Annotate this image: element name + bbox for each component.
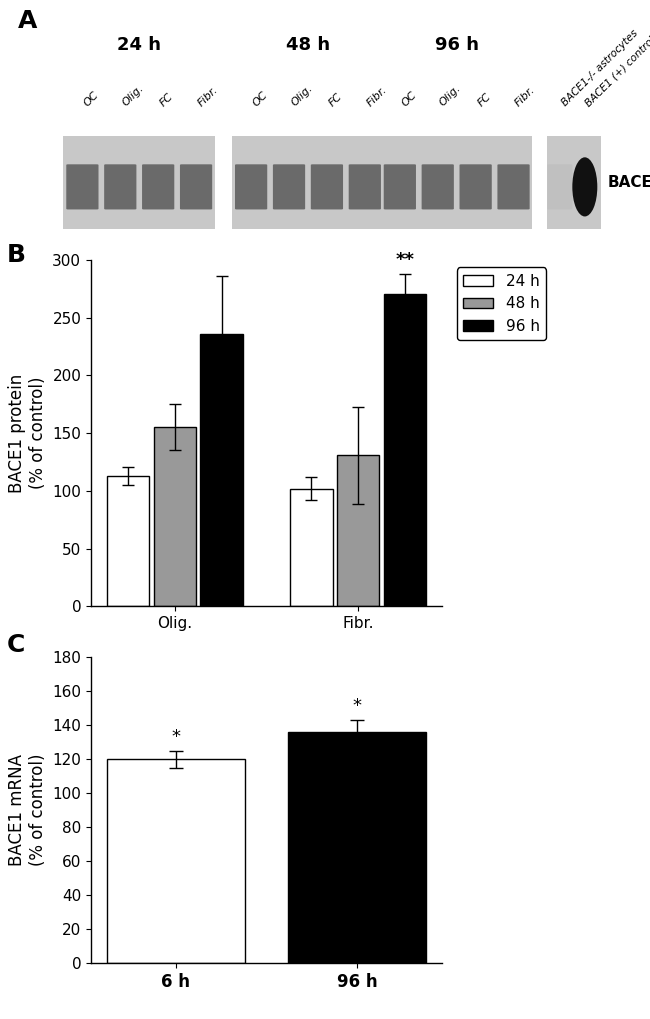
- Bar: [291, 488, 333, 606]
- Text: Fibr.: Fibr.: [196, 85, 220, 108]
- Text: *: *: [172, 728, 180, 746]
- Text: Fibr.: Fibr.: [365, 85, 389, 108]
- Bar: [107, 476, 149, 606]
- Y-axis label: BACE1 mRNA
(% of control): BACE1 mRNA (% of control): [8, 754, 47, 866]
- FancyBboxPatch shape: [497, 164, 530, 210]
- Text: OC: OC: [251, 90, 270, 108]
- Text: OC: OC: [83, 90, 101, 108]
- Text: BACE1 (+) control: BACE1 (+) control: [584, 35, 650, 108]
- Text: A: A: [18, 9, 37, 34]
- FancyBboxPatch shape: [460, 164, 492, 210]
- FancyBboxPatch shape: [104, 164, 136, 210]
- Text: Fibr.: Fibr.: [514, 85, 538, 108]
- Bar: [381, 137, 532, 228]
- Bar: [547, 137, 601, 228]
- FancyBboxPatch shape: [235, 164, 267, 210]
- Text: Olig.: Olig.: [120, 83, 146, 108]
- Text: FC: FC: [158, 91, 176, 108]
- Text: 48 h: 48 h: [286, 36, 330, 54]
- Bar: [107, 759, 245, 963]
- Text: 96 h: 96 h: [435, 36, 478, 54]
- Legend: 24 h, 48 h, 96 h: 24 h, 48 h, 96 h: [457, 267, 545, 340]
- FancyBboxPatch shape: [311, 164, 343, 210]
- FancyBboxPatch shape: [547, 164, 573, 210]
- Text: C: C: [6, 633, 25, 657]
- Ellipse shape: [572, 157, 597, 216]
- FancyBboxPatch shape: [384, 164, 416, 210]
- Bar: [200, 334, 242, 606]
- Text: Olig.: Olig.: [437, 83, 463, 108]
- Text: BACE1: BACE1: [608, 175, 650, 190]
- Bar: [64, 137, 215, 228]
- FancyBboxPatch shape: [422, 164, 454, 210]
- Text: 24 h: 24 h: [117, 36, 161, 54]
- Text: FC: FC: [476, 91, 493, 108]
- FancyBboxPatch shape: [180, 164, 212, 210]
- FancyBboxPatch shape: [348, 164, 381, 210]
- FancyBboxPatch shape: [66, 164, 99, 210]
- Text: Olig.: Olig.: [289, 83, 314, 108]
- Text: **: **: [395, 251, 415, 269]
- Text: *: *: [353, 697, 361, 715]
- FancyBboxPatch shape: [273, 164, 305, 210]
- Text: B: B: [6, 243, 26, 267]
- Text: FC: FC: [327, 91, 344, 108]
- Y-axis label: BACE1 protein
(% of control): BACE1 protein (% of control): [8, 373, 47, 493]
- Bar: [153, 427, 196, 606]
- Bar: [232, 137, 384, 228]
- FancyBboxPatch shape: [142, 164, 174, 210]
- Bar: [384, 294, 426, 606]
- Text: OC: OC: [400, 90, 419, 108]
- Bar: [288, 732, 426, 963]
- Text: BACE1-/- astrocytes: BACE1-/- astrocytes: [560, 29, 640, 108]
- Bar: [337, 455, 380, 606]
